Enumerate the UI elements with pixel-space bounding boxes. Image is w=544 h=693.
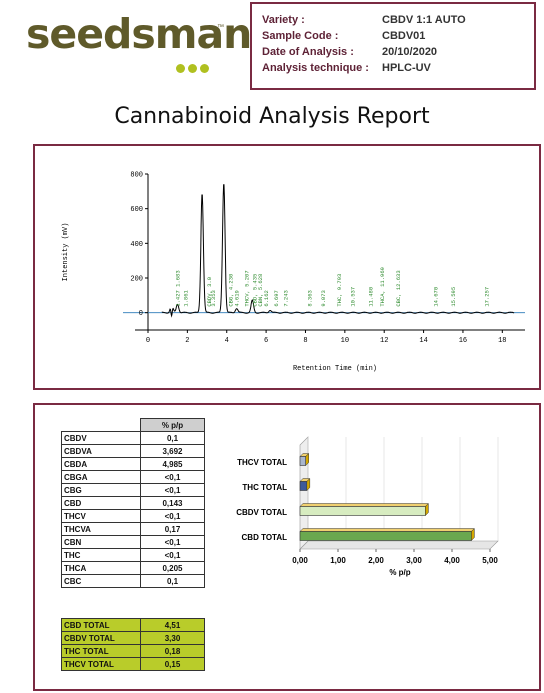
x-tick-label: 3,00: [406, 556, 422, 565]
bar-category-label: THC TOTAL: [242, 483, 287, 492]
x-tick-label: 4,00: [444, 556, 460, 565]
chromatogram-trace: [161, 184, 515, 318]
peak-label: 6.697: [273, 290, 280, 307]
bar-category-label: THCV TOTAL: [237, 458, 287, 467]
x-tick-label: 8: [303, 337, 307, 345]
logo-wordmark: seedsman: [26, 10, 252, 58]
x-tick-label: 0,00: [292, 556, 308, 565]
y-axis-label: Intensity (mV): [62, 223, 70, 282]
table-row: THCVA 0,17: [61, 522, 205, 536]
sample-code-label: Sample Code :: [262, 30, 339, 42]
peak-label: 9.073: [320, 290, 327, 307]
chart-floor: [299, 540, 499, 550]
sample-code-value: CBDV01: [382, 30, 426, 42]
x-tick-label: 6: [264, 337, 268, 345]
bar-category-label: CBDV TOTAL: [236, 508, 287, 517]
peak-label: 15.595: [450, 287, 457, 307]
peak-label: 8.363: [306, 290, 313, 307]
chromatogram-panel: 0 200 400 600 800 0 2 4 6 8 10 12 14 16 18 Retention Ti…: [33, 144, 541, 390]
x-tick-label: 10: [341, 337, 349, 345]
bar-category-label: CBD TOTAL: [242, 533, 288, 542]
peak-label: 14.670: [432, 287, 439, 307]
cannabinoid-table: % p/p CBDV 0,1 CBDVA 3,692 CBDA 4,985 CBGA <0,1…: [61, 418, 205, 588]
peak-label: 1.861: [182, 289, 189, 306]
table-row: CBC 0,1: [61, 574, 205, 588]
x-tick-label: 2: [185, 337, 189, 345]
totals-bar-chart: 0,00 1,00 2,00 3,00 4,00 5,00 % p/p THCV TOTAL T…: [236, 436, 499, 577]
bar: [299, 502, 430, 517]
y-tick-label: 200: [130, 276, 143, 284]
analysis-technique-label: Analysis technique :: [262, 62, 369, 74]
peak-label: 6.162: [263, 290, 270, 307]
chromatogram-chart: 0 200 400 600 800 0 2 4 6 8 10 12 14 16 18 Retention Ti…: [62, 172, 525, 373]
variety-value: CBDV 1:1 AUTO: [382, 14, 466, 26]
total-name: CBD TOTAL: [61, 618, 141, 632]
total-row: THCV TOTAL 0,15: [61, 657, 205, 671]
peak-label: 11.480: [367, 287, 374, 307]
x-tick-label: 12: [380, 337, 388, 345]
peak-label: CBC, 12.633: [395, 270, 402, 306]
logo-dots: [176, 60, 212, 78]
analysis-technique-value: HPLC-UV: [382, 62, 431, 74]
x-tick-label: 5,00: [482, 556, 498, 565]
x-tick-label: 18: [498, 337, 506, 345]
peak-label: 7.243: [283, 290, 290, 307]
x-tick-label: 16: [459, 337, 467, 345]
peak-label: CBD, 5.435: [251, 274, 258, 307]
sample-info-box: Variety : CBDV 1:1 AUTO Sample Code : CB…: [250, 2, 536, 90]
logo-trademark: ™: [217, 24, 224, 31]
total-name: THC TOTAL: [61, 644, 141, 658]
y-tick-label: 0: [139, 310, 143, 318]
seedsman-logo: seedsman ™: [26, 10, 252, 74]
total-row: CBDV TOTAL 3,30: [61, 631, 205, 645]
x-tick-label: 2,00: [368, 556, 384, 565]
report-title: Cannabinoid Analysis Report: [114, 104, 430, 129]
peak-label: 4.619: [234, 290, 241, 307]
peak-label: CBDV, 3.0: [206, 277, 213, 307]
peak-label: 3.353: [210, 290, 217, 307]
total-name: CBDV TOTAL: [61, 631, 141, 645]
totals-table: CBD TOTAL 4,51 CBDV TOTAL 3,30 THC TOTAL 0,18…: [61, 618, 205, 671]
analysis-date-label: Date of Analysis :: [262, 46, 354, 58]
compound-value: 0,1: [140, 574, 205, 588]
total-row: THC TOTAL 0,18: [61, 644, 205, 658]
y-tick-label: 800: [130, 172, 143, 180]
peak-label: 1.427 1.683: [174, 270, 181, 306]
bar: [299, 527, 475, 542]
peak-label: 17.257: [484, 287, 491, 307]
table-row: THC <0,1: [61, 548, 205, 562]
bar: [299, 452, 310, 467]
peak-label: THC, 9.793: [336, 274, 343, 307]
results-panel: % p/p CBDV 0,1 CBDVA 3,692 CBDA 4,985 CBGA <0,1…: [33, 403, 541, 691]
x-axis-label: % p/p: [389, 568, 410, 577]
table-row: CBDA 4,985: [61, 457, 205, 471]
peak-label: CBN, 5.628: [257, 274, 264, 307]
peak-label: CBG, 4.230: [228, 274, 235, 307]
x-tick-label: 0: [146, 337, 150, 345]
x-tick-label: 4: [225, 337, 229, 345]
table-row: THCA 0,205: [61, 561, 205, 575]
x-tick-label: 14: [419, 337, 427, 345]
y-tick-label: 600: [130, 206, 143, 214]
total-value: 0,15: [140, 657, 205, 671]
variety-label: Variety :: [262, 14, 305, 26]
table-row: CBDVA 3,692: [61, 444, 205, 458]
bar: [299, 477, 311, 492]
total-value: 4,51: [140, 618, 205, 632]
y-tick-label: 400: [130, 241, 143, 249]
peak-label: 10.537: [350, 287, 357, 307]
total-name: THCV TOTAL: [61, 657, 141, 671]
peak-label: THCV, 5.207: [243, 270, 250, 306]
x-axis-label: Retention Time (min): [293, 365, 377, 373]
total-row: CBD TOTAL 4,51: [61, 618, 205, 632]
x-tick-label: 1,00: [330, 556, 346, 565]
total-value: 3,30: [140, 631, 205, 645]
analysis-date-value: 20/10/2020: [382, 46, 438, 58]
peak-label: THCA, 11.969: [379, 267, 386, 307]
